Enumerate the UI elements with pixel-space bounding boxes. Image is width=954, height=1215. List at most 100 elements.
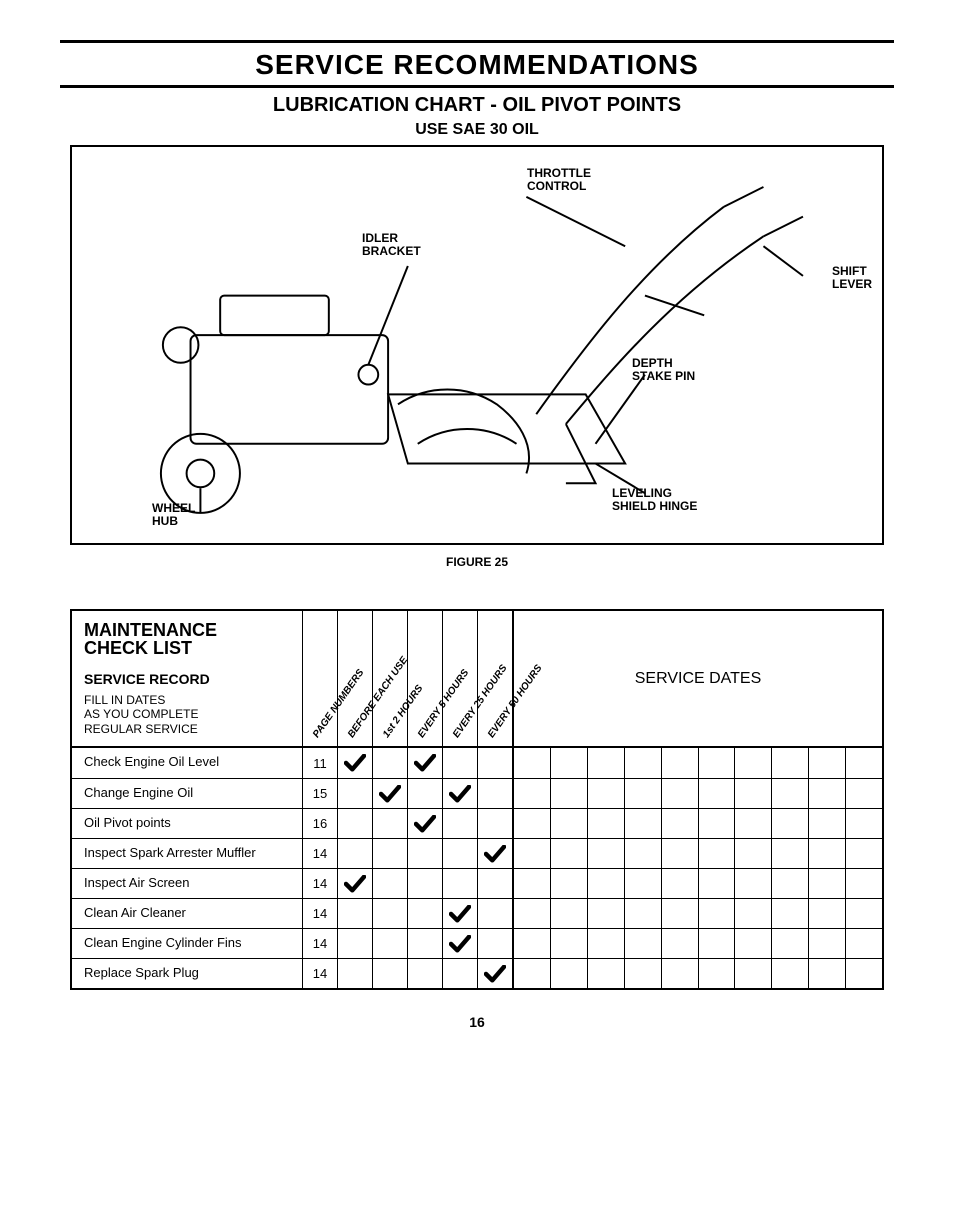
service-date-cell — [624, 899, 661, 928]
service-date-cell — [587, 899, 624, 928]
column-header: EVERY 50 HOURS — [477, 611, 512, 746]
service-date-cells — [512, 779, 882, 808]
service-dates-heading: SERVICE DATES — [512, 611, 882, 746]
service-date-cell — [734, 929, 771, 958]
service-date-cell — [771, 929, 808, 958]
service-date-cell — [845, 959, 882, 988]
label-idler-bracket: IDLERBRACKET — [362, 232, 421, 257]
service-date-cell — [734, 809, 771, 838]
interval-cell — [407, 959, 442, 988]
table-row: Oil Pivot points16 — [72, 808, 882, 838]
service-date-cell — [587, 748, 624, 778]
interval-cell — [407, 929, 442, 958]
interval-cell — [372, 779, 407, 808]
service-date-cell — [845, 779, 882, 808]
interval-cell — [442, 839, 477, 868]
service-date-cell — [587, 959, 624, 988]
service-date-cell — [845, 839, 882, 868]
interval-cell — [372, 929, 407, 958]
interval-cell — [442, 869, 477, 898]
column-header: BEFORE EACH USE — [337, 611, 372, 746]
service-date-cells — [512, 869, 882, 898]
label-wheel-hub: WHEELHUB — [152, 502, 195, 527]
service-date-cells — [512, 809, 882, 838]
label-leveling-hinge: LEVELINGSHIELD HINGE — [612, 487, 697, 512]
interval-cell — [442, 959, 477, 988]
task-label: Inspect Spark Arrester Muffler — [72, 839, 302, 868]
interval-cell — [372, 839, 407, 868]
service-date-cell — [845, 899, 882, 928]
service-date-cell — [587, 929, 624, 958]
page-number-cell: 14 — [302, 869, 337, 898]
service-date-cell — [624, 779, 661, 808]
service-date-cell — [808, 748, 845, 778]
service-date-cell — [514, 899, 550, 928]
service-date-cell — [808, 869, 845, 898]
interval-cell — [337, 899, 372, 928]
service-date-cell — [661, 959, 698, 988]
page-number-cell: 14 — [302, 899, 337, 928]
service-date-cell — [514, 839, 550, 868]
interval-cell — [372, 748, 407, 778]
service-date-cells — [512, 899, 882, 928]
label-depth-stake-pin: DEPTHSTAKE PIN — [632, 357, 695, 382]
table-row: Check Engine Oil Level11 — [72, 748, 882, 778]
page-number-cell: 14 — [302, 839, 337, 868]
label-throttle-control: THROTTLECONTROL — [527, 167, 591, 192]
column-header: EVERY 25 HOURS — [442, 611, 477, 746]
service-date-cell — [661, 748, 698, 778]
service-date-cell — [514, 809, 550, 838]
service-date-cell — [550, 869, 587, 898]
service-date-cell — [661, 899, 698, 928]
service-date-cell — [845, 929, 882, 958]
service-date-cell — [514, 748, 550, 778]
page-number-cell: 11 — [302, 748, 337, 778]
service-date-cell — [808, 899, 845, 928]
service-date-cell — [514, 929, 550, 958]
service-date-cell — [698, 809, 735, 838]
column-header: PAGE NUMBERS — [302, 611, 337, 746]
service-date-cell — [624, 809, 661, 838]
task-label: Oil Pivot points — [72, 809, 302, 838]
service-date-cell — [808, 929, 845, 958]
service-date-cell — [734, 869, 771, 898]
service-date-cell — [624, 748, 661, 778]
service-date-cell — [514, 779, 550, 808]
service-record-heading: SERVICE RECORD — [84, 671, 294, 687]
interval-cell — [477, 748, 512, 778]
table-row: Replace Spark Plug14 — [72, 958, 882, 988]
service-date-cell — [550, 809, 587, 838]
interval-cell — [442, 809, 477, 838]
service-date-cell — [587, 779, 624, 808]
service-date-cell — [550, 839, 587, 868]
label-shift-lever: SHIFTLEVER — [832, 265, 872, 290]
interval-cell — [407, 899, 442, 928]
interval-cell — [477, 779, 512, 808]
service-date-cell — [771, 779, 808, 808]
interval-cell — [337, 839, 372, 868]
service-date-cell — [698, 899, 735, 928]
interval-cell — [337, 929, 372, 958]
table-row: Clean Engine Cylinder Fins14 — [72, 928, 882, 958]
service-date-cell — [550, 748, 587, 778]
page-title: SERVICE RECOMMENDATIONS — [60, 43, 894, 85]
service-date-cell — [808, 959, 845, 988]
interval-cell — [477, 839, 512, 868]
interval-cell — [442, 899, 477, 928]
service-date-cell — [698, 959, 735, 988]
service-date-cell — [550, 929, 587, 958]
service-date-cell — [845, 809, 882, 838]
service-date-cells — [512, 748, 882, 778]
service-date-cell — [771, 959, 808, 988]
maintenance-rows: Check Engine Oil Level11Change Engine Oi… — [72, 748, 882, 988]
interval-cell — [372, 809, 407, 838]
interval-cell — [372, 899, 407, 928]
maintenance-header-left: MAINTENANCE CHECK LIST SERVICE RECORD FI… — [72, 611, 302, 746]
interval-cell — [337, 748, 372, 778]
interval-cell — [407, 809, 442, 838]
interval-column-headers: PAGE NUMBERSBEFORE EACH USE1st 2 HOURSEV… — [302, 611, 512, 746]
page-number: 16 — [60, 1014, 894, 1030]
service-date-cell — [624, 839, 661, 868]
maintenance-title-1: MAINTENANCE — [84, 621, 294, 639]
service-date-cell — [550, 779, 587, 808]
